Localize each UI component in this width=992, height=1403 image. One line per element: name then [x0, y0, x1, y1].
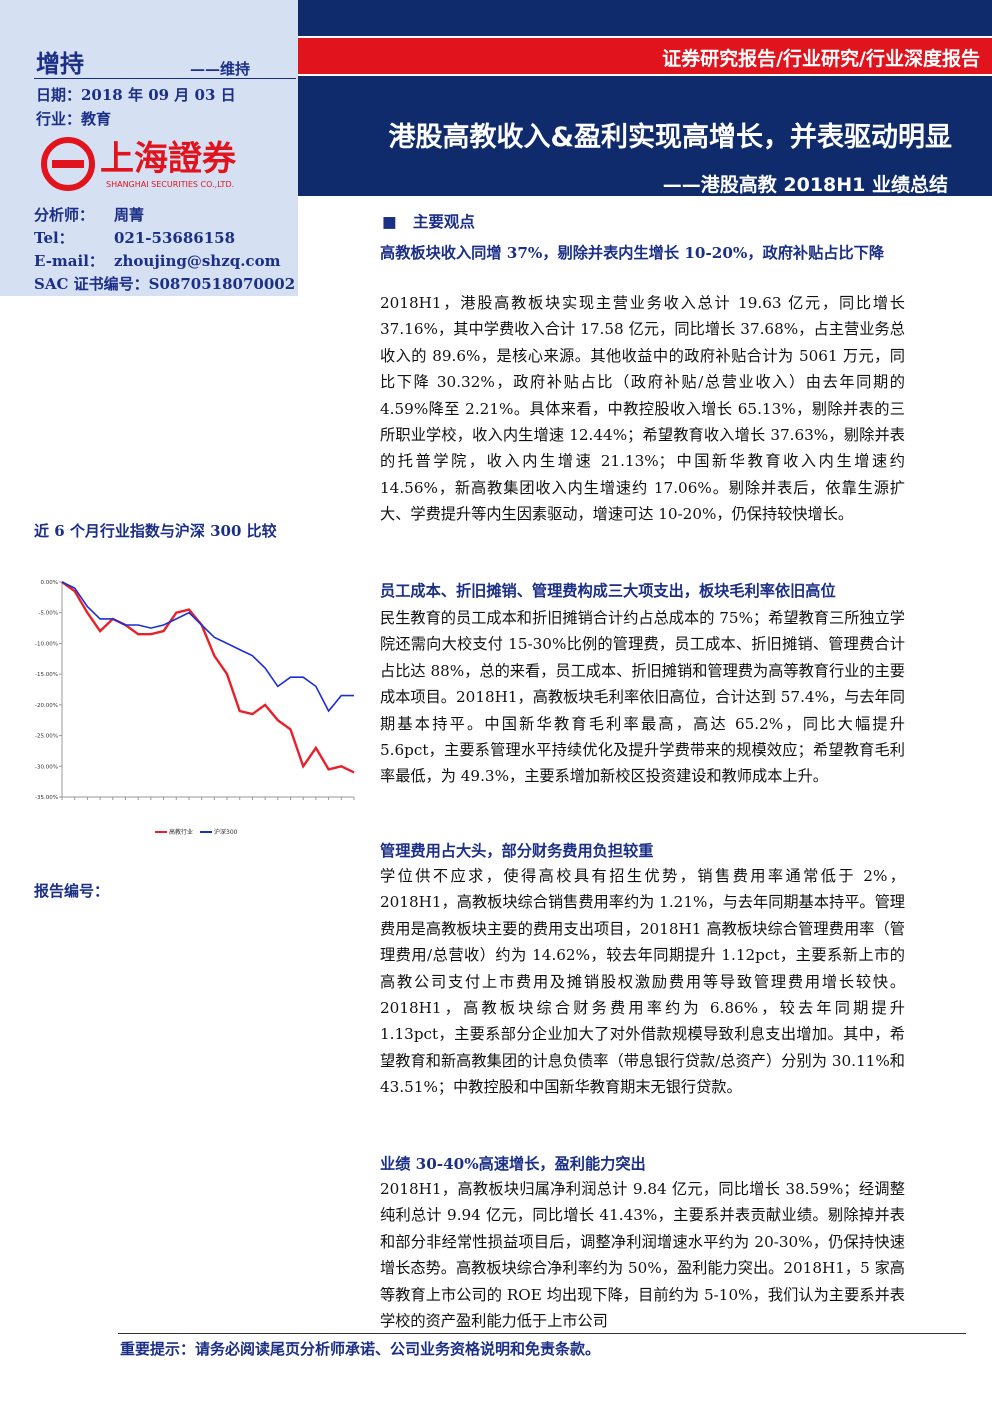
series-line	[61, 581, 355, 774]
footer-notice: 重要提示：请务必阅读尾页分析师承诺、公司业务资格说明和免责条款。	[120, 1340, 601, 1358]
chart-title: 近 6 个月行业指数与沪深 300 比较	[34, 522, 277, 540]
subtitle: ——港股高教 2018H1 业绩总结	[662, 174, 948, 196]
analyst-label: E-mail：	[34, 252, 104, 270]
heading: 业绩 30-40%高速增长，盈利能力突出	[380, 1155, 646, 1173]
analyst-label: Tel：	[34, 229, 74, 247]
logo: 上海證券 SHANGHAI SECURITIES CO.,LTD.	[41, 137, 237, 191]
heading: 管理费用占大头，部分财务费用负担较重	[380, 842, 654, 860]
section-title-text: 主要观点	[412, 212, 475, 231]
heading: 员工成本、折旧摊销、管理费构成三大项支出，板块毛利率依旧高位	[380, 582, 836, 600]
paragraph: 学位供不应求，使得高校具有招生优势，销售费用率通常低于 2%，2018H1，高教…	[380, 867, 905, 1097]
y-tick-label: -20.00%	[35, 703, 58, 709]
date: 日期：2018 年 09 月 03 日	[36, 86, 236, 104]
y-tick-label: -30.00%	[35, 764, 58, 770]
chart: 0.00% -5.00% -10.00% -15.00% -20.00% -25.00% -…	[35, 580, 355, 836]
analyst-row: Tel： 021-53686158	[34, 227, 295, 250]
footer-rule	[118, 1333, 966, 1334]
report-no: 报告编号：	[34, 882, 110, 900]
logo-mark	[52, 160, 84, 168]
industry: 行业：教育	[36, 110, 112, 128]
analyst-value: 周菁	[114, 206, 145, 224]
analyst-value: 021-53686158	[114, 229, 236, 247]
logo-subtext: SHANGHAI SECURITIES CO.,LTD.	[106, 180, 234, 189]
heading: 高教板块收入同增 37%，剔除并表内生增长 10-20%，政府补贴占比下降	[380, 244, 885, 262]
analyst-row: E-mail： zhoujing@shzq.com	[34, 250, 295, 273]
divider	[34, 78, 296, 79]
paragraph: 2018H1，港股高教板块实现主营业务收入总计 19.63 亿元，同比增长 37…	[380, 294, 905, 524]
paragraph: 2018H1，高教板块归属净利润总计 9.84 亿元，同比增长 38.59%；经…	[380, 1180, 905, 1331]
legend-label: 沪深300	[214, 828, 238, 836]
banner: 证券研究报告/行业研究/行业深度报告	[662, 48, 980, 70]
y-tick-label: -10.00%	[35, 641, 58, 647]
analyst-block: 分析师： 周菁 Tel： 021-53686158 E-mail： zhoujing@sh…	[34, 204, 295, 296]
y-tick-label: -5.00%	[39, 611, 58, 617]
rating-change: ——维持	[190, 60, 251, 78]
y-tick-label: 0.00%	[41, 580, 58, 586]
section-title: ■ 主要观点	[382, 212, 475, 231]
y-tick-label: -15.00%	[35, 672, 58, 678]
analyst-row: 分析师： 周菁	[34, 204, 295, 227]
analyst-value: zhoujing@shzq.com	[114, 252, 281, 270]
analyst-value: S0870518070002	[148, 275, 296, 293]
analyst-label: 分析师：	[34, 206, 95, 224]
y-tick-label: -35.00%	[35, 795, 58, 801]
banner-band	[298, 36, 992, 76]
paragraph: 民生教育的员工成本和折旧摊销合计约占总成本的 75%；希望教育三所独立学院还需向…	[380, 609, 905, 786]
series-line	[61, 581, 354, 713]
logo-mark	[41, 137, 95, 191]
y-tick-label: -25.00%	[35, 734, 58, 740]
legend-label: 高教行业	[169, 828, 193, 836]
title: 港股高教收入&盈利实现高增长，并表驱动明显	[388, 122, 952, 153]
header-band	[298, 0, 992, 196]
analyst-label: SAC 证书编号：	[34, 275, 149, 293]
rating: 增持	[36, 49, 84, 78]
analyst-row: SAC 证书编号：S0870518070002	[34, 273, 295, 296]
logo-text: 上海證券	[100, 139, 237, 179]
